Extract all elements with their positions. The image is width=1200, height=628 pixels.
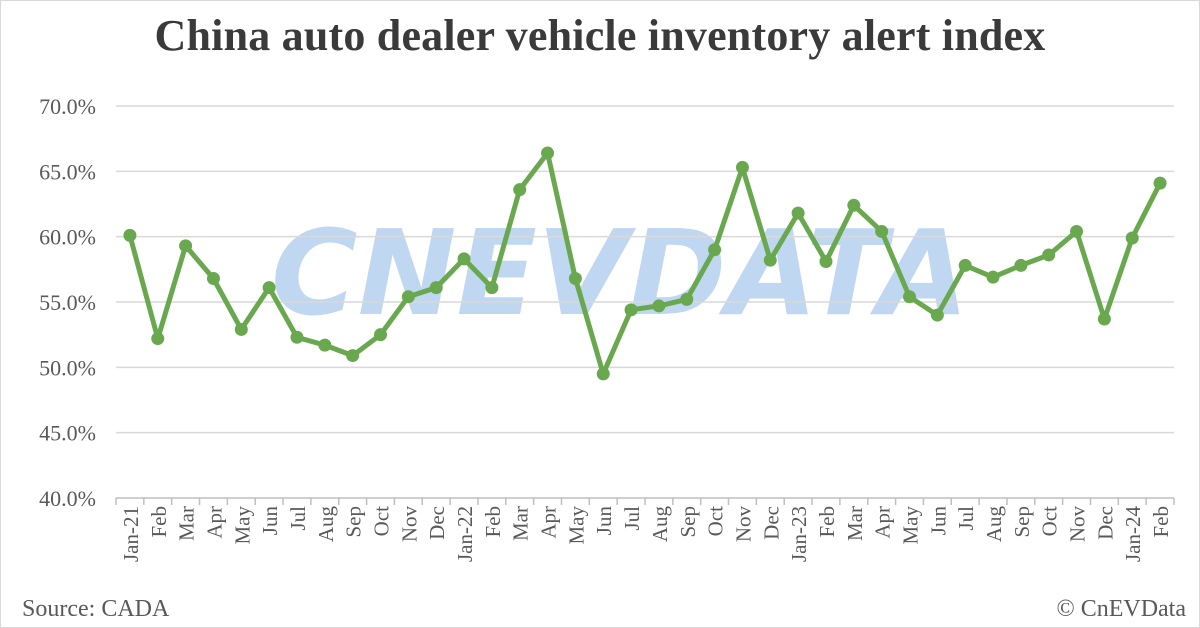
source-note: Source: CADA	[22, 596, 170, 622]
x-tick-label: Jun	[258, 506, 282, 536]
data-point	[1125, 231, 1139, 245]
y-tick-label: 40.0%	[39, 486, 96, 511]
data-point	[708, 243, 722, 257]
y-tick-label: 65.0%	[39, 159, 96, 184]
chart-title: China auto dealer vehicle inventory aler…	[154, 11, 1046, 60]
data-point	[735, 160, 749, 174]
data-point	[847, 198, 861, 212]
data-point	[875, 224, 889, 238]
data-point	[346, 349, 360, 363]
data-point	[513, 183, 527, 197]
x-tick-label: Sep	[676, 506, 700, 538]
data-point	[1070, 224, 1084, 238]
data-point	[1097, 312, 1111, 326]
data-point	[680, 292, 694, 306]
copyright-note: © CnEVData	[1056, 596, 1186, 622]
x-tick-label: Dec	[425, 506, 449, 540]
data-point	[930, 308, 944, 322]
y-tick-label: 55.0%	[39, 290, 96, 315]
data-point	[123, 228, 137, 242]
x-tick-label: Aug	[982, 506, 1006, 543]
x-tick-label: Aug	[314, 506, 338, 543]
data-point	[541, 146, 555, 160]
data-point	[1014, 258, 1028, 272]
data-point	[791, 206, 805, 220]
data-point	[1153, 176, 1167, 190]
x-tick-label: Mar	[509, 506, 533, 541]
y-tick-label: 60.0%	[39, 225, 96, 250]
x-tick-label: Sep	[342, 506, 366, 538]
x-tick-label: Apr	[202, 506, 226, 539]
x-tick-label: Sep	[1010, 506, 1034, 538]
x-tick-label: Jun	[592, 506, 616, 536]
y-tick-label: 50.0%	[39, 355, 96, 380]
data-point	[819, 254, 833, 268]
x-tick-label: Oct	[704, 506, 728, 536]
x-tick-label: Feb	[147, 506, 171, 538]
data-point	[290, 330, 304, 344]
data-point	[568, 271, 582, 285]
data-point	[958, 258, 972, 272]
data-point	[903, 290, 916, 304]
data-point	[401, 290, 415, 304]
data-point	[485, 281, 499, 295]
x-tick-label: Dec	[1093, 506, 1117, 540]
x-tick-label: Jan-21	[119, 506, 143, 562]
x-tick-label: May	[899, 506, 923, 545]
x-tick-label: Jan-22	[453, 506, 477, 562]
x-tick-label: Mar	[843, 506, 867, 541]
x-tick-label: Aug	[648, 506, 672, 543]
x-tick-label: Jul	[286, 506, 310, 531]
x-tick-label: Jul	[620, 506, 644, 531]
data-point	[151, 332, 165, 346]
x-tick-label: Oct	[1038, 506, 1062, 536]
x-tick-label: Mar	[175, 506, 199, 541]
x-tick-label: Jan-23	[787, 506, 811, 562]
data-point	[986, 270, 1000, 284]
x-tick-label: Jan-24	[1121, 506, 1145, 562]
x-tick-label: May	[230, 506, 254, 545]
watermark-text: CNEVDATA	[271, 204, 969, 342]
data-point	[374, 328, 387, 342]
x-tick-label: Jul	[954, 506, 978, 531]
x-tick-label: May	[564, 506, 588, 545]
data-point	[206, 271, 220, 285]
data-point	[596, 367, 610, 381]
data-point	[179, 239, 193, 253]
data-point	[262, 281, 276, 295]
x-tick-label: Jun	[926, 506, 950, 536]
x-tick-label: Feb	[815, 506, 839, 538]
x-tick-label: Nov	[397, 506, 421, 543]
x-tick-label: Apr	[871, 506, 895, 539]
x-tick-label: Dec	[759, 506, 783, 540]
data-point	[429, 281, 443, 295]
data-point	[763, 253, 777, 267]
x-tick-label: Nov	[731, 506, 755, 543]
x-tick-label: Oct	[370, 506, 394, 536]
y-tick-label: 70.0%	[39, 94, 96, 119]
y-tick-label: 45.0%	[39, 421, 96, 446]
x-tick-label: Apr	[537, 506, 561, 539]
data-point	[652, 299, 666, 313]
x-tick-label: Nov	[1066, 506, 1090, 543]
x-tick-label: Feb	[481, 506, 505, 538]
x-tick-label: Feb	[1149, 506, 1173, 538]
data-point	[457, 252, 471, 266]
data-point	[318, 338, 332, 352]
data-point	[234, 322, 248, 336]
data-point	[1042, 248, 1056, 262]
data-point	[624, 303, 638, 317]
